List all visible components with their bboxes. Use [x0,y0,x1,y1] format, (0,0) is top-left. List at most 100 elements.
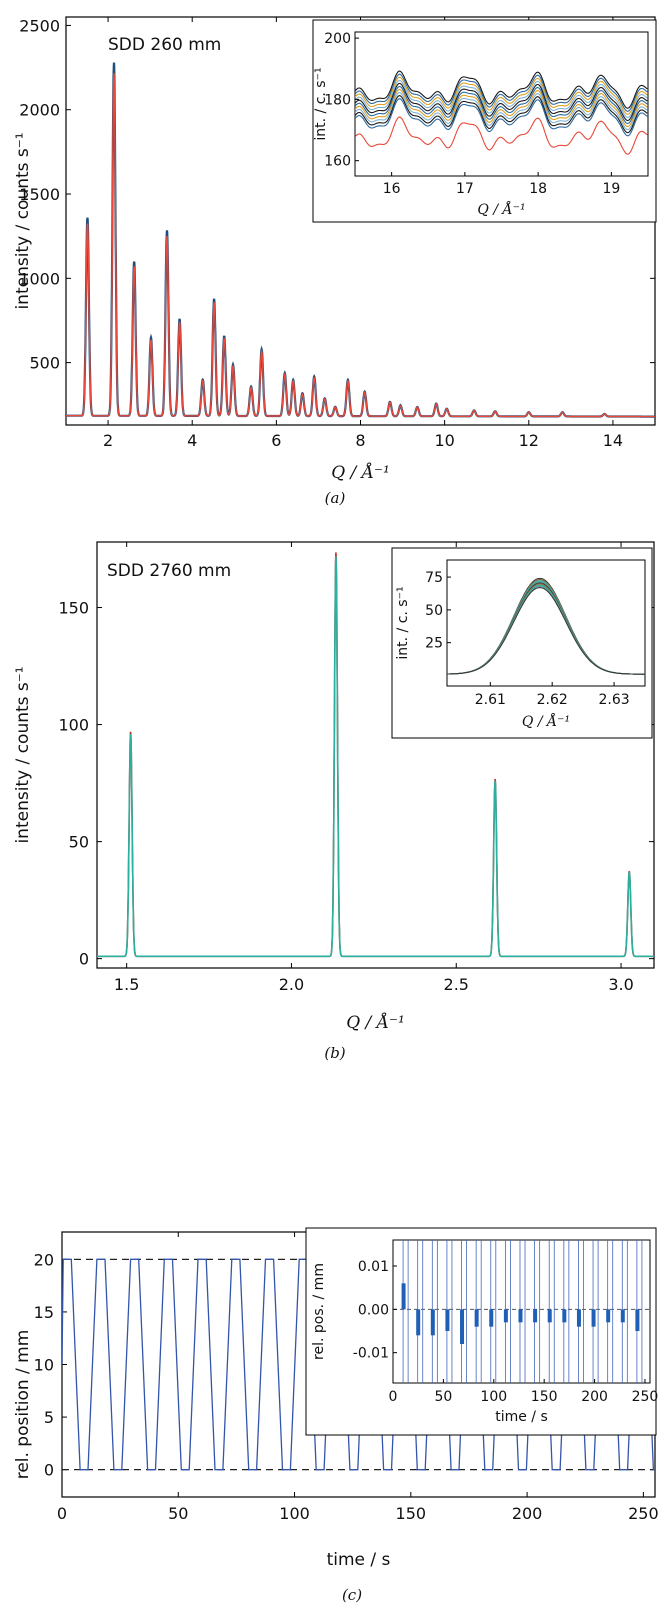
x-tick-label-c: 0 [57,1504,67,1523]
inset-c-bar [401,1283,406,1310]
inset-a-series-4 [355,82,648,122]
inset-b-y-tick-label: 50 [425,603,443,619]
y-axis-label-c: rel. position / mm [13,1330,33,1480]
inset-a-series-8 [355,95,648,134]
inset-a-series-2 [355,76,648,115]
inset-c-bar [562,1309,567,1323]
inset-c-y-tick-label: -0.01 [353,1346,389,1362]
y-tick-label-a: 2500 [19,16,60,35]
inset-c-y-tick-label: 0.01 [358,1259,389,1275]
inset-b-x-tick-label: 2.62 [537,692,568,708]
inset-c-bar [606,1309,611,1323]
inset-a-series-6 [355,88,648,128]
x-tick-label-c: 250 [628,1504,659,1523]
inset-b-x-tick-label: 2.61 [475,692,506,708]
inset-b-y-tick-label: 25 [425,636,443,652]
y-tick-label-c: 10 [34,1356,54,1375]
inset-c-bar [460,1309,465,1344]
y-tick-label-a: 1000 [19,269,60,288]
inset-a-y-tick-label: 200 [324,31,351,47]
caption-a: (a) [325,489,346,507]
x-tick-label-c: 50 [168,1504,188,1523]
inset-c-x-tick-label: 250 [632,1389,659,1405]
inset-c-x-tick-label: 0 [389,1389,398,1405]
x-tick-label-a: 4 [187,431,197,450]
x-tick-label-a: 10 [434,431,454,450]
x-tick-label-a: 8 [355,431,365,450]
x-tick-label-a: 14 [603,431,623,450]
inset-a-series-9 [355,98,648,137]
inset-b-x-tick-label: 2.63 [598,692,629,708]
inset-c-x-tick-label: 150 [531,1389,558,1405]
inset-b-y-tick-label: 75 [425,570,443,586]
inset-c-bar [591,1309,596,1327]
y-tick-label-c: 0 [44,1461,54,1480]
x-tick-label-b: 3.0 [608,975,633,994]
x-tick-label-a: 6 [271,431,281,450]
inset-a-series-10 [355,116,648,155]
panel-a-annotation: SDD 260 mm [108,35,221,55]
inset-c-bar [445,1309,450,1331]
inset-a-y-tick-label: 160 [324,154,351,170]
panel-b-annotation: SDD 2760 mm [107,561,231,581]
y-tick-label-c: 15 [34,1303,54,1322]
inset-b-background [391,547,653,739]
inset-c-bar [503,1309,508,1323]
y-tick-label-a: 500 [29,354,60,373]
inset-b-y-label: int. / c. s⁻¹ [395,586,411,659]
inset-a-series-0 [355,70,648,109]
inset-a-x-tick-label: 19 [602,181,620,197]
y-axis-label-a: intensity / counts s⁻¹ [13,132,33,309]
inset-a-series-3 [355,79,648,118]
inset-c-x-tick-label: 50 [434,1389,452,1405]
inset-a-series-1 [355,73,648,112]
x-tick-label-a: 12 [519,431,539,450]
inset-c-bar [620,1309,625,1323]
inset-a-series-7 [355,92,648,131]
inset-a-series-5 [355,85,648,125]
plot-frame-b [96,541,655,969]
y-tick-label-c: 20 [34,1250,54,1269]
inset-c-bar [474,1309,479,1327]
x-tick-label-c: 200 [512,1504,543,1523]
caption-c: (c) [342,1586,362,1604]
inset-c-bar [518,1309,523,1323]
data-series-a-1 [66,73,655,418]
inset-a-x-label: Q / Å⁻¹ [477,200,525,218]
inset-a-y-tick-label: 180 [324,92,351,108]
inset-c-bar [430,1309,435,1336]
y-tick-label-a: 2000 [19,101,60,120]
x-axis-label-a: Q / Å⁻¹ [331,462,390,483]
inset-c-x-tick-label: 100 [480,1389,507,1405]
inset-b-x-label: Q / Å⁻¹ [522,712,570,730]
y-tick-label-c: 5 [44,1408,54,1427]
inset-c-bar [533,1309,538,1323]
inset-a-frame [354,31,649,177]
x-axis-label-b: Q / Å⁻¹ [346,1012,405,1033]
inset-c-x-label: time / s [495,1409,548,1425]
x-axis-label-c: time / s [327,1550,391,1570]
y-axis-label-b: intensity / counts s⁻¹ [13,666,33,843]
data-series-b-1 [97,556,654,958]
x-tick-label-b: 1.5 [114,975,139,994]
inset-b-frame [446,559,646,687]
y-tick-label-b: 0 [79,950,89,969]
x-tick-label-a: 2 [103,431,113,450]
inset-a-x-tick-label: 17 [456,181,474,197]
x-tick-label-c: 100 [279,1504,310,1523]
inset-c-bar [489,1309,494,1327]
x-tick-label-b: 2.5 [444,975,469,994]
inset-a-y-label: int. / c. s⁻¹ [313,67,329,140]
inset-c-y-tick-label: 0.00 [358,1302,389,1318]
inset-c-y-label: rel. pos. / mm [311,1263,327,1360]
inset-c-bar [547,1309,552,1323]
inset-a-x-tick-label: 18 [529,181,547,197]
inset-a-x-tick-label: 16 [383,181,401,197]
inset-c-bar [635,1309,640,1331]
inset-c-bar [416,1309,421,1336]
inset-c-frame [392,1239,651,1384]
caption-b: (b) [324,1044,345,1062]
y-tick-label-a: 1500 [19,185,60,204]
y-tick-label-b: 100 [58,716,89,735]
